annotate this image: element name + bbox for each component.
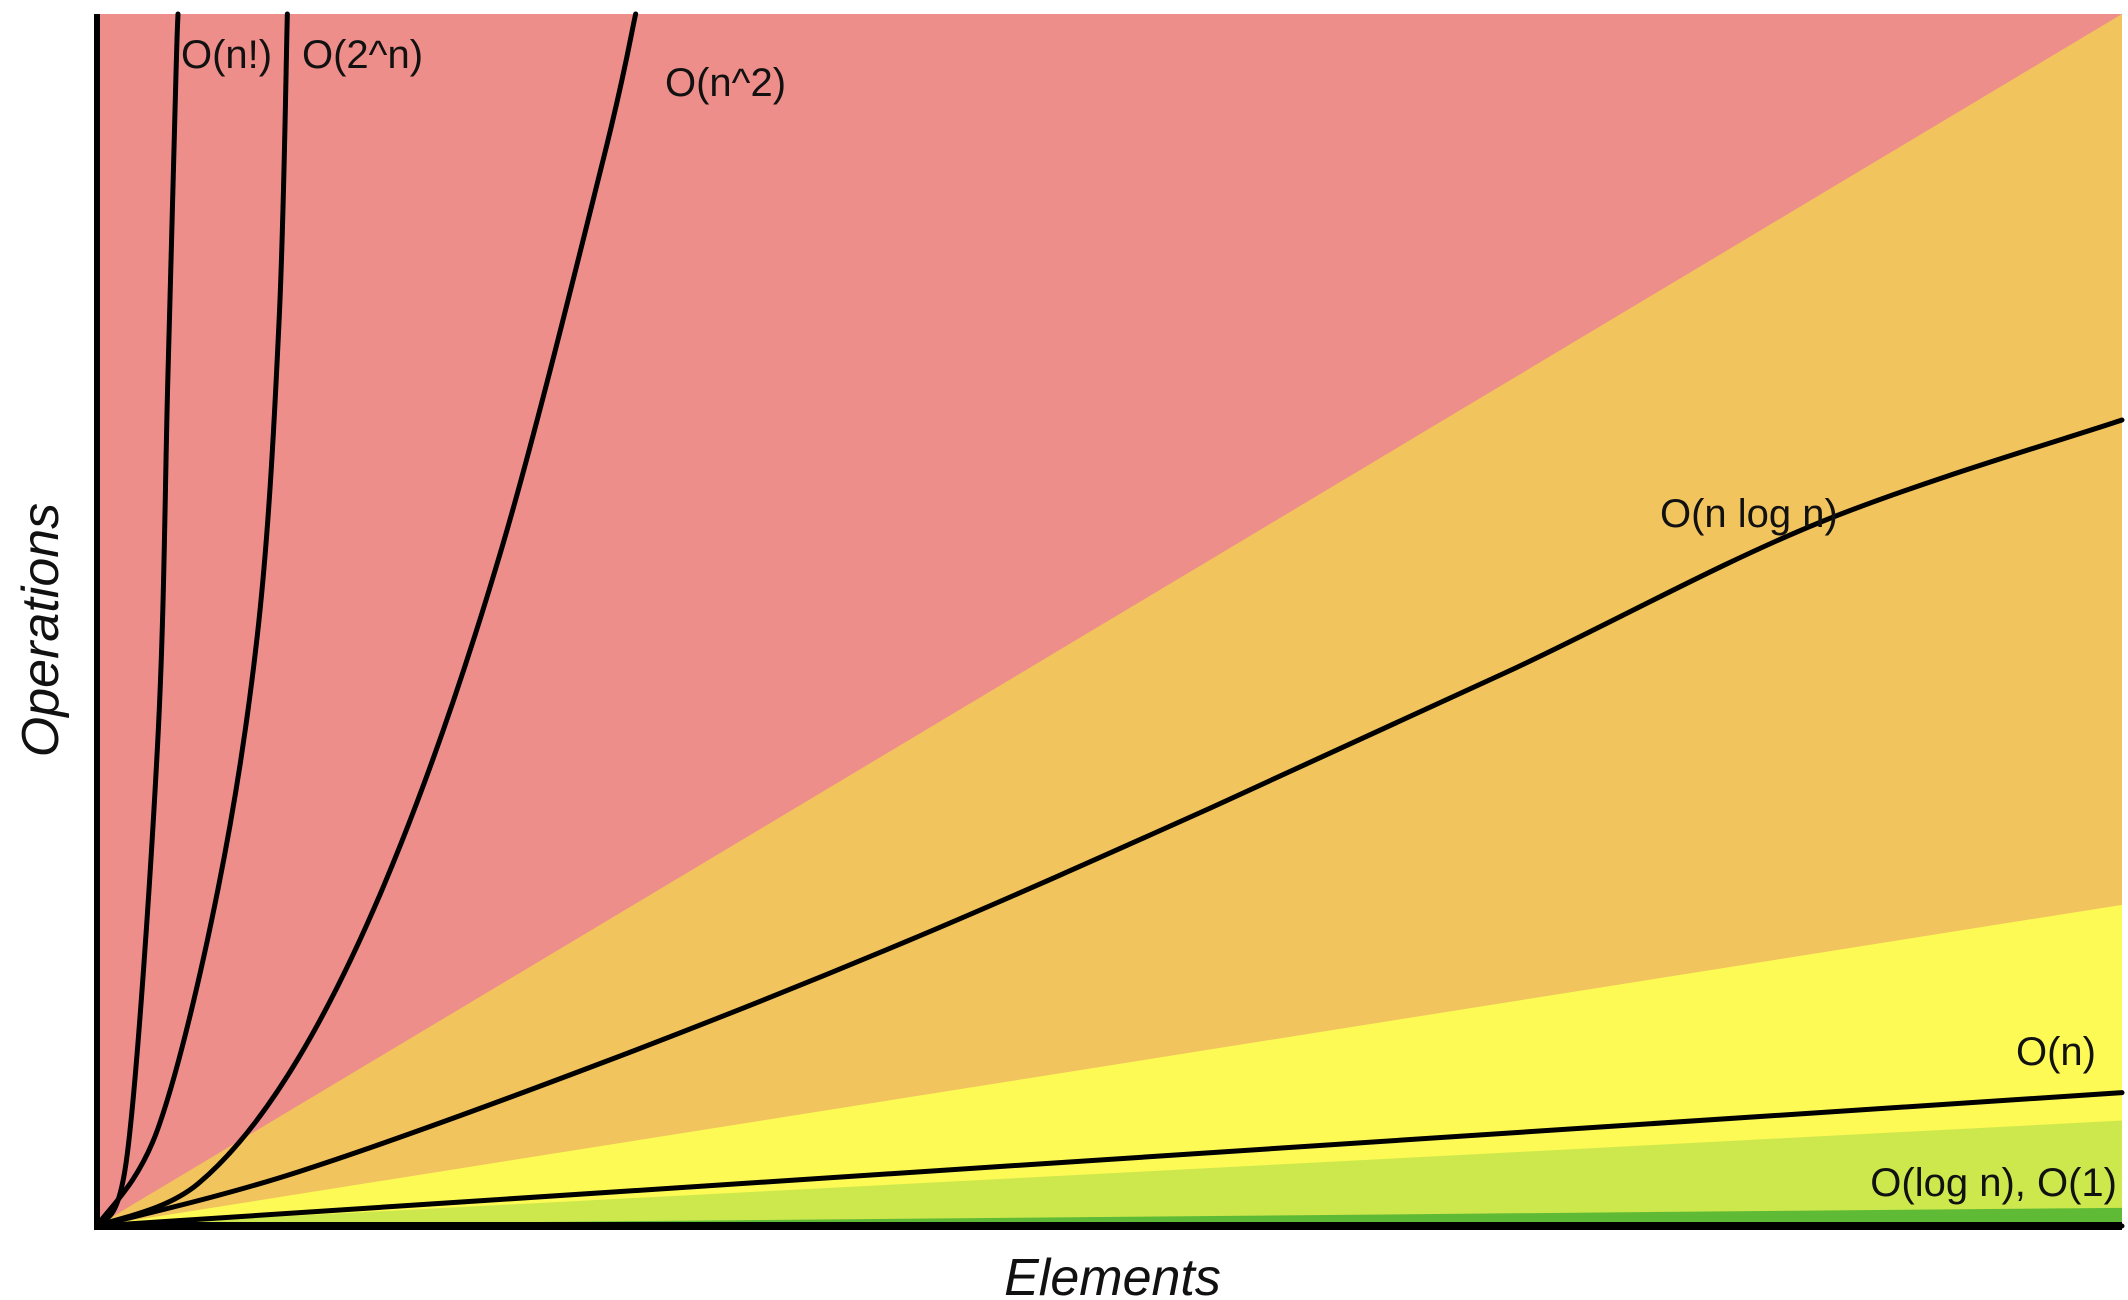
- series-line-2: [94, 11, 290, 1229]
- series-line-5: [94, 1090, 2125, 1229]
- series-label-1: O(n!): [181, 33, 272, 77]
- zone-bad: [97, 14, 2122, 1226]
- zone-excellent: [97, 1207, 2122, 1226]
- series-label-6: O(log n), O(1): [1870, 1161, 2117, 1205]
- x-axis-label: Elements: [1004, 1249, 1221, 1300]
- zone-fair: [97, 904, 2122, 1226]
- series-line-1: [94, 11, 181, 1229]
- axes: [94, 14, 2122, 1230]
- y-axis-label: Operations: [12, 503, 70, 757]
- series-label-3: O(n^2): [665, 61, 786, 105]
- series-label-5: O(n): [2016, 1030, 2096, 1074]
- series-labels: O(n!) O(2^n) O(n^2) O(n log n) O(n) O(log n),…: [181, 33, 2117, 1205]
- series-line-4: [94, 417, 2125, 1229]
- complexity-zones: [97, 14, 2122, 1226]
- series-label-4: O(n log n): [1660, 492, 1838, 536]
- series-line-3: [94, 11, 639, 1229]
- series-label-2: O(2^n): [302, 33, 423, 77]
- zone-good: [97, 1120, 2122, 1226]
